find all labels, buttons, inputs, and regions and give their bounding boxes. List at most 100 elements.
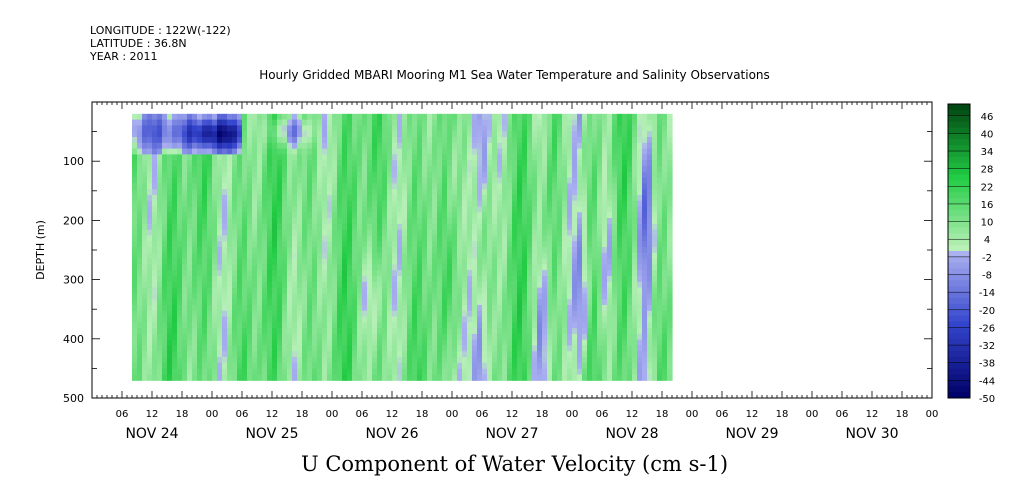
heatmap-cell bbox=[637, 241, 643, 248]
heatmap-cell bbox=[142, 328, 148, 335]
heatmap-cell bbox=[667, 206, 673, 213]
heatmap-cell bbox=[257, 189, 263, 196]
heatmap-cell bbox=[642, 206, 648, 213]
heatmap-cell bbox=[437, 287, 443, 294]
heatmap-cell bbox=[402, 310, 408, 318]
heatmap-cell bbox=[412, 339, 418, 347]
heatmap-cell bbox=[187, 229, 193, 237]
heatmap-cell bbox=[352, 137, 358, 144]
heatmap-cell bbox=[457, 252, 463, 260]
heatmap-cell bbox=[137, 310, 143, 318]
heatmap-cell bbox=[462, 142, 468, 150]
heatmap-cell bbox=[347, 137, 353, 144]
heatmap-cell bbox=[337, 241, 343, 248]
heatmap-cell bbox=[497, 218, 503, 225]
heatmap-cell bbox=[667, 351, 673, 358]
heatmap-cell bbox=[337, 252, 343, 260]
heatmap-cell bbox=[557, 119, 563, 127]
heatmap-cell bbox=[202, 229, 208, 237]
heatmap-cell bbox=[397, 194, 403, 202]
heatmap-cell bbox=[312, 125, 318, 132]
heatmap-cell bbox=[442, 339, 448, 347]
heatmap-cell bbox=[177, 281, 183, 289]
heatmap-cell bbox=[377, 218, 383, 225]
heatmap-cell bbox=[147, 183, 153, 190]
heatmap-cell bbox=[317, 264, 323, 271]
heatmap-cell bbox=[382, 200, 388, 208]
heatmap-cell bbox=[392, 229, 398, 237]
heatmap-cell bbox=[352, 322, 358, 329]
heatmap-cell bbox=[277, 351, 283, 358]
heatmap-cell bbox=[257, 142, 263, 150]
heatmap-cell bbox=[142, 333, 148, 341]
heatmap-cell bbox=[302, 206, 308, 213]
heatmap-cell bbox=[142, 235, 148, 242]
heatmap-cell bbox=[342, 119, 348, 127]
heatmap-cell bbox=[627, 223, 633, 231]
heatmap-cell bbox=[532, 339, 538, 347]
heatmap-cell bbox=[352, 328, 358, 335]
heatmap-cell bbox=[667, 177, 673, 184]
heatmap-cell bbox=[652, 194, 658, 202]
heatmap-cell bbox=[222, 357, 228, 364]
heatmap-cell bbox=[552, 368, 558, 376]
heatmap-cell bbox=[642, 252, 648, 260]
heatmap-cell bbox=[327, 131, 333, 138]
heatmap-cell bbox=[617, 148, 623, 155]
heatmap-cell bbox=[362, 223, 368, 231]
heatmap-cell bbox=[412, 345, 418, 352]
heatmap-cell bbox=[222, 235, 228, 242]
heatmap-cell bbox=[202, 351, 208, 358]
heatmap-cell bbox=[142, 229, 148, 237]
heatmap-cell bbox=[357, 229, 363, 237]
heatmap-cell bbox=[567, 241, 573, 248]
heatmap-cell bbox=[547, 160, 553, 167]
heatmap-cell bbox=[147, 189, 153, 196]
heatmap-cell bbox=[297, 252, 303, 260]
heatmap-cell bbox=[667, 229, 673, 237]
heatmap-cell bbox=[547, 264, 553, 271]
heatmap-cell bbox=[592, 194, 598, 202]
heatmap-cell bbox=[277, 160, 283, 167]
heatmap-cell bbox=[662, 241, 668, 248]
heatmap-cell bbox=[652, 235, 658, 242]
heatmap-cell bbox=[342, 252, 348, 260]
heatmap-cell bbox=[257, 293, 263, 300]
heatmap-cell bbox=[552, 316, 558, 323]
heatmap-cell bbox=[582, 293, 588, 300]
heatmap-cell bbox=[607, 299, 613, 306]
heatmap-cell bbox=[507, 160, 513, 167]
heatmap-cell bbox=[612, 241, 618, 248]
heatmap-cell bbox=[362, 270, 368, 277]
heatmap-cell bbox=[522, 310, 528, 318]
heatmap-cell bbox=[437, 229, 443, 237]
heatmap-cell bbox=[227, 258, 233, 266]
heatmap-cell bbox=[247, 189, 253, 196]
heatmap-cell bbox=[457, 194, 463, 202]
heatmap-cell bbox=[637, 171, 643, 179]
heatmap-cell bbox=[137, 333, 143, 341]
heatmap-cell bbox=[572, 229, 578, 237]
heatmap-cell bbox=[287, 235, 293, 242]
heatmap-cell bbox=[457, 357, 463, 364]
heatmap-cell bbox=[562, 339, 568, 347]
heatmap-cell bbox=[307, 299, 313, 306]
heatmap-cell bbox=[507, 270, 513, 277]
heatmap-cell bbox=[332, 357, 338, 364]
heatmap-cell bbox=[412, 223, 418, 231]
heatmap-cell bbox=[347, 160, 353, 167]
heatmap-cell bbox=[517, 287, 523, 294]
heatmap-cell bbox=[277, 223, 283, 231]
heatmap-cell bbox=[437, 276, 443, 283]
heatmap-cell bbox=[512, 310, 518, 318]
heatmap-cell bbox=[527, 235, 533, 242]
heatmap-cell bbox=[302, 374, 308, 381]
heatmap-cell bbox=[527, 148, 533, 155]
heatmap-cell bbox=[237, 368, 243, 376]
heatmap-cell bbox=[147, 200, 153, 208]
heatmap-cell bbox=[542, 357, 548, 364]
heatmap-cell bbox=[657, 171, 663, 179]
heatmap-cell bbox=[447, 322, 453, 329]
heatmap-cell bbox=[487, 345, 493, 352]
heatmap-cell bbox=[132, 304, 138, 312]
